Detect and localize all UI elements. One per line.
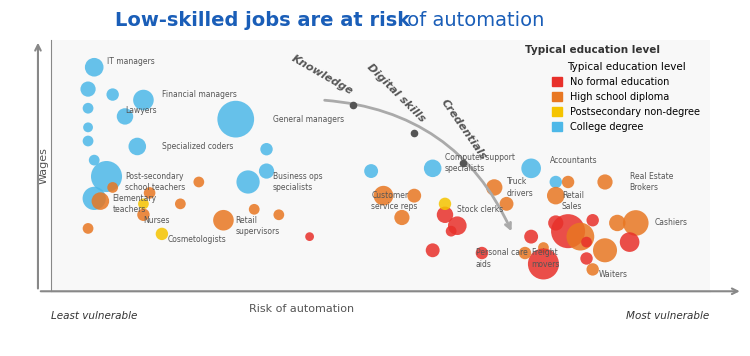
Point (156, 231, 168, 237)
Text: Cashiers: Cashiers (654, 219, 687, 227)
Point (550, 193, 562, 199)
Point (446, 228, 458, 234)
Point (106, 185, 118, 190)
Point (538, 261, 550, 267)
Text: Stock clerks: Stock clerks (458, 205, 503, 214)
Point (452, 223, 464, 229)
Point (230, 116, 242, 122)
Point (174, 201, 186, 207)
Point (408, 130, 420, 136)
Point (427, 247, 439, 253)
Point (82, 86, 94, 92)
Point (82, 138, 94, 144)
Point (550, 179, 562, 185)
Point (131, 143, 143, 149)
Point (82, 226, 94, 231)
Point (538, 245, 550, 250)
Point (580, 239, 592, 245)
Point (304, 234, 316, 240)
Text: IT managers: IT managers (106, 57, 154, 66)
Text: of automation: of automation (401, 11, 544, 30)
Point (500, 201, 512, 207)
Text: Business ops
specialists: Business ops specialists (273, 172, 322, 192)
Text: Elementary
teachers: Elementary teachers (112, 194, 157, 214)
Point (106, 92, 118, 98)
Point (574, 234, 586, 240)
Y-axis label: Wages: Wages (38, 147, 48, 184)
Point (476, 250, 488, 256)
Point (119, 114, 131, 119)
Point (260, 146, 272, 152)
Point (137, 212, 149, 218)
Text: Freight
movers: Freight movers (531, 248, 560, 268)
Text: Lawyers: Lawyers (125, 106, 157, 115)
Point (346, 103, 358, 108)
Point (562, 228, 574, 234)
Text: Most vulnerable: Most vulnerable (626, 312, 710, 321)
Text: Personal care
aids: Personal care aids (476, 248, 527, 268)
Point (377, 193, 389, 199)
Text: Typical education level: Typical education level (525, 45, 660, 55)
Point (599, 179, 611, 185)
Text: Customer
service reps: Customer service reps (371, 191, 418, 211)
Text: Cosmetologists: Cosmetologists (168, 235, 226, 244)
Point (458, 160, 470, 166)
Point (88, 64, 101, 70)
Point (439, 212, 451, 218)
Text: Least vulnerable: Least vulnerable (51, 312, 137, 321)
Point (137, 201, 149, 207)
Text: General managers: General managers (273, 115, 344, 124)
Text: Low-skilled jobs are at risk: Low-skilled jobs are at risk (115, 11, 410, 30)
Point (586, 267, 598, 272)
Point (580, 256, 592, 261)
Point (88, 195, 101, 201)
Point (273, 212, 285, 218)
Text: Waiters: Waiters (598, 270, 628, 279)
Point (137, 97, 149, 103)
Point (408, 193, 420, 199)
Text: Specialized coders: Specialized coders (162, 142, 233, 151)
Text: Post-secondary
school teachers: Post-secondary school teachers (125, 172, 185, 192)
Text: Nurses: Nurses (143, 216, 170, 225)
Point (623, 239, 635, 245)
Point (427, 166, 439, 171)
Text: Knowledge: Knowledge (290, 53, 355, 96)
Text: Truck
drivers: Truck drivers (506, 177, 533, 198)
Text: Computer support
specialists: Computer support specialists (445, 153, 515, 173)
Point (396, 215, 408, 220)
Text: Financial managers: Financial managers (162, 90, 237, 99)
Text: Retail
Sales: Retail Sales (562, 191, 584, 211)
Point (193, 179, 205, 185)
Point (550, 220, 562, 226)
Point (611, 220, 623, 226)
Point (242, 179, 254, 185)
Point (525, 234, 537, 240)
Text: Real Estate
Brokers: Real Estate Brokers (629, 172, 673, 192)
Point (630, 220, 642, 226)
Point (217, 218, 229, 223)
Point (586, 218, 598, 223)
Legend: No formal education, High school diploma, Postsecondary non-degree, College degr: No formal education, High school diploma… (548, 57, 705, 136)
Point (365, 168, 377, 174)
X-axis label: Risk of automation: Risk of automation (249, 304, 354, 314)
Point (260, 168, 272, 174)
Text: Retail
supervisors: Retail supervisors (236, 216, 280, 236)
Point (82, 105, 94, 111)
Text: Digital skills: Digital skills (364, 62, 427, 124)
Point (248, 206, 260, 212)
Point (82, 125, 94, 130)
Point (599, 247, 611, 253)
Text: Accountants: Accountants (550, 156, 597, 164)
Text: Credentials: Credentials (439, 98, 488, 162)
Point (439, 201, 451, 207)
Point (143, 190, 155, 196)
Point (100, 174, 112, 179)
Point (525, 166, 537, 171)
Point (562, 179, 574, 185)
Point (519, 250, 531, 256)
Point (488, 185, 500, 190)
Point (94, 198, 106, 204)
Point (88, 157, 101, 163)
